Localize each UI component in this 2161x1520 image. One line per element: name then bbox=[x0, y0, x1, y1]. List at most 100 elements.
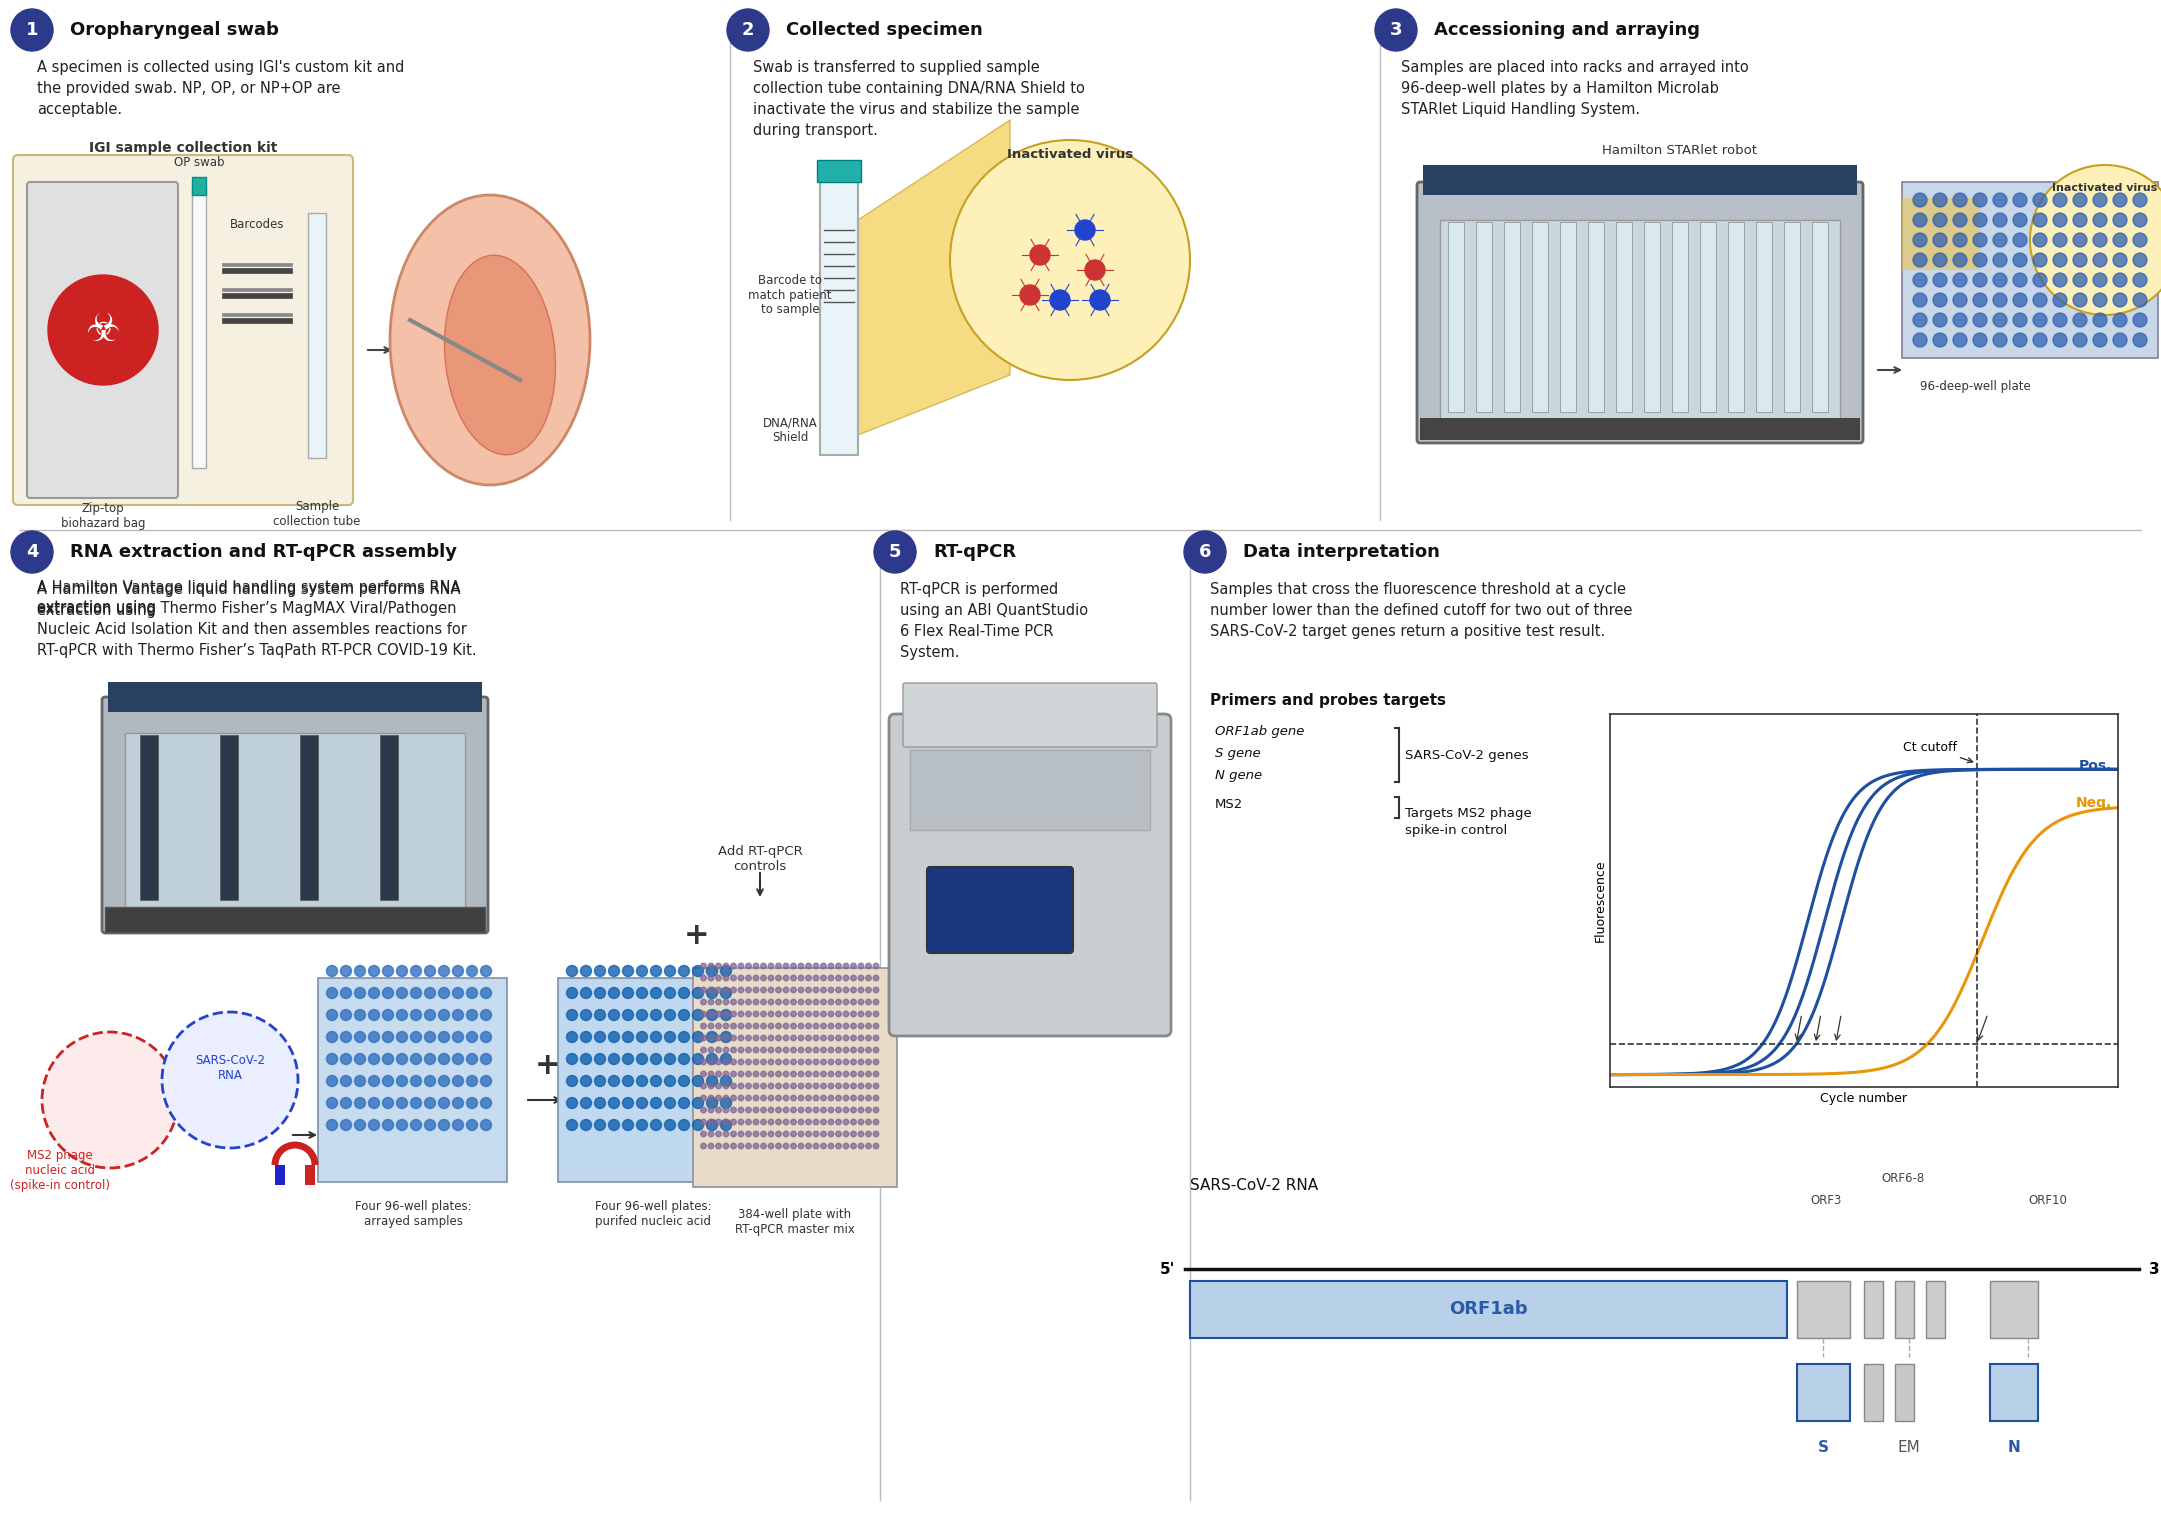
Circle shape bbox=[836, 999, 841, 1005]
Bar bbox=[1701, 222, 1716, 412]
Circle shape bbox=[1973, 313, 1986, 327]
Circle shape bbox=[806, 1072, 810, 1076]
Circle shape bbox=[663, 1120, 676, 1131]
Circle shape bbox=[700, 1143, 707, 1149]
Circle shape bbox=[2094, 313, 2107, 327]
Circle shape bbox=[843, 1035, 849, 1041]
Circle shape bbox=[1973, 252, 1986, 268]
Circle shape bbox=[424, 965, 437, 976]
Circle shape bbox=[2133, 252, 2148, 268]
Circle shape bbox=[707, 1076, 717, 1087]
Circle shape bbox=[162, 1012, 298, 1148]
Circle shape bbox=[754, 964, 759, 968]
Circle shape bbox=[739, 1107, 743, 1113]
FancyBboxPatch shape bbox=[694, 968, 897, 1187]
Circle shape bbox=[581, 1053, 592, 1064]
Circle shape bbox=[873, 530, 916, 573]
Circle shape bbox=[679, 1053, 689, 1064]
Circle shape bbox=[746, 999, 752, 1005]
Circle shape bbox=[767, 1059, 774, 1066]
Circle shape bbox=[480, 1097, 491, 1108]
Circle shape bbox=[813, 964, 819, 968]
Bar bbox=[819, 170, 858, 454]
Circle shape bbox=[581, 1097, 592, 1108]
Text: S gene: S gene bbox=[1214, 748, 1260, 760]
Circle shape bbox=[806, 1023, 810, 1029]
Circle shape bbox=[761, 1143, 767, 1149]
Circle shape bbox=[828, 1084, 834, 1088]
Bar bbox=[1813, 222, 1828, 412]
Circle shape bbox=[439, 1097, 449, 1108]
Circle shape bbox=[395, 1097, 408, 1108]
Circle shape bbox=[724, 986, 728, 993]
Circle shape bbox=[843, 1072, 849, 1076]
Circle shape bbox=[326, 965, 337, 976]
Circle shape bbox=[761, 976, 767, 980]
Circle shape bbox=[637, 1097, 648, 1108]
Circle shape bbox=[326, 1097, 337, 1108]
Circle shape bbox=[782, 1059, 789, 1066]
Circle shape bbox=[715, 999, 722, 1005]
Circle shape bbox=[1992, 213, 2008, 226]
Circle shape bbox=[382, 1120, 393, 1131]
Circle shape bbox=[873, 999, 880, 1005]
Circle shape bbox=[637, 1053, 648, 1064]
Circle shape bbox=[1992, 252, 2008, 268]
Circle shape bbox=[622, 965, 633, 976]
Circle shape bbox=[1912, 333, 1928, 347]
Circle shape bbox=[354, 988, 365, 999]
Text: Barcodes: Barcodes bbox=[229, 219, 285, 231]
Circle shape bbox=[730, 976, 737, 980]
Circle shape bbox=[739, 999, 743, 1005]
Circle shape bbox=[2053, 274, 2068, 287]
Circle shape bbox=[797, 1047, 804, 1053]
FancyBboxPatch shape bbox=[558, 977, 748, 1183]
Circle shape bbox=[746, 1035, 752, 1041]
Circle shape bbox=[2072, 313, 2088, 327]
Circle shape bbox=[776, 1096, 782, 1100]
Circle shape bbox=[836, 1047, 841, 1053]
Circle shape bbox=[715, 986, 722, 993]
Bar bbox=[223, 313, 292, 316]
Circle shape bbox=[813, 1047, 819, 1053]
Circle shape bbox=[873, 1072, 880, 1076]
Circle shape bbox=[806, 1131, 810, 1137]
Circle shape bbox=[2072, 274, 2088, 287]
Text: Accessioning and arraying: Accessioning and arraying bbox=[1435, 21, 1701, 40]
Circle shape bbox=[1374, 9, 1418, 52]
Circle shape bbox=[843, 1119, 849, 1125]
Circle shape bbox=[761, 986, 767, 993]
Circle shape bbox=[797, 1072, 804, 1076]
Circle shape bbox=[2014, 274, 2027, 287]
Circle shape bbox=[821, 1059, 826, 1066]
Circle shape bbox=[709, 1119, 713, 1125]
Circle shape bbox=[851, 1059, 856, 1066]
Circle shape bbox=[754, 1119, 759, 1125]
Bar bbox=[910, 749, 1150, 830]
Circle shape bbox=[813, 976, 819, 980]
Circle shape bbox=[724, 1119, 728, 1125]
Circle shape bbox=[439, 1120, 449, 1131]
Circle shape bbox=[813, 1072, 819, 1076]
Bar bbox=[108, 682, 482, 711]
Bar bbox=[192, 188, 205, 468]
Circle shape bbox=[746, 1059, 752, 1066]
Circle shape bbox=[782, 1143, 789, 1149]
Circle shape bbox=[2094, 193, 2107, 207]
Circle shape bbox=[663, 1009, 676, 1020]
Circle shape bbox=[843, 1107, 849, 1113]
Circle shape bbox=[851, 1035, 856, 1041]
Circle shape bbox=[1912, 213, 1928, 226]
Bar bbox=[1925, 1280, 1945, 1338]
Bar bbox=[1757, 222, 1772, 412]
Circle shape bbox=[836, 1107, 841, 1113]
Circle shape bbox=[395, 1009, 408, 1020]
Circle shape bbox=[341, 965, 352, 976]
Circle shape bbox=[700, 999, 707, 1005]
FancyBboxPatch shape bbox=[927, 866, 1074, 953]
Circle shape bbox=[730, 1143, 737, 1149]
Circle shape bbox=[1184, 530, 1225, 573]
Circle shape bbox=[650, 1120, 661, 1131]
Circle shape bbox=[679, 1009, 689, 1020]
Circle shape bbox=[761, 999, 767, 1005]
